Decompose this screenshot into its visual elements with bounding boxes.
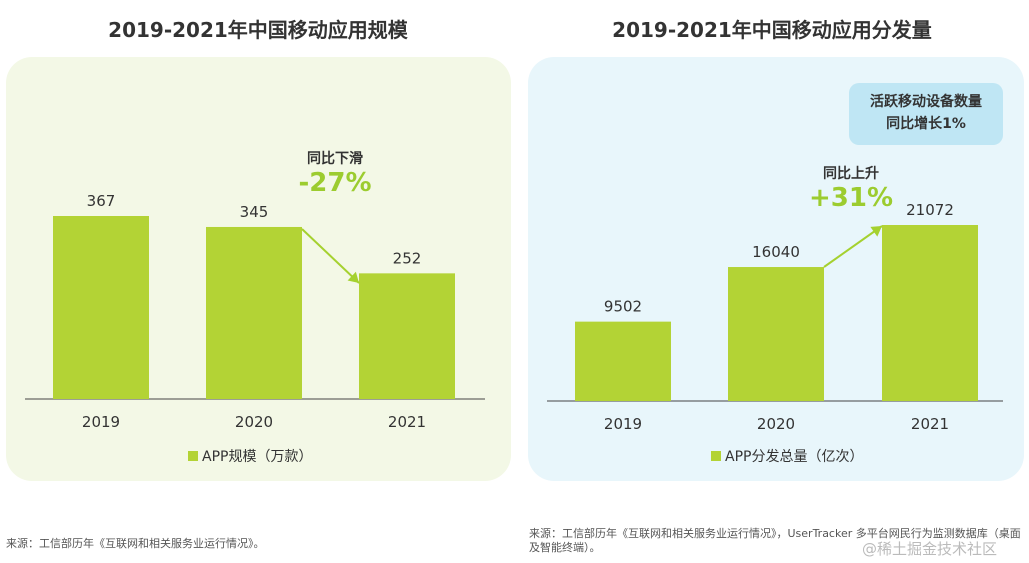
- left-tick-label-2021: 2021: [388, 413, 426, 431]
- left-tick-label-2020: 2020: [235, 413, 273, 431]
- left-trend-arrow: [301, 228, 360, 284]
- left-tick-label-2019: 2019: [82, 413, 120, 431]
- left-legend: APP规模（万款）: [188, 446, 312, 466]
- legend-swatch: [711, 451, 721, 461]
- right-source-note: 来源：工信部历年《互联网和相关服务业运行情况》，UserTracker 多平台网…: [529, 527, 1021, 554]
- left-value-label-2021: 252: [393, 249, 422, 267]
- right-bar-2019: [575, 321, 671, 401]
- right-yoy-callout: 同比上升 +31%: [806, 163, 896, 213]
- right-yoy-label: 同比上升: [823, 166, 879, 182]
- left-chart-title: 2019-2021年中国移动应用规模: [108, 18, 408, 42]
- right-legend-label: APP分发总量（亿次）: [725, 449, 864, 465]
- right-value-label-2021: 21072: [906, 201, 954, 219]
- right-bar-2021: [882, 225, 978, 401]
- left-source-note: 来源：工信部历年《互联网和相关服务业运行情况》。: [6, 537, 265, 550]
- right-trend-arrow: [823, 225, 883, 268]
- watermark: @稀土掘金技术社区: [862, 540, 998, 558]
- right-value-label-2019: 9502: [604, 298, 642, 316]
- left-trend-arrowhead: [347, 271, 359, 283]
- left-value-label-2020: 345: [240, 203, 269, 221]
- active-devices-badge: 活跃移动设备数量 同比增长1%: [849, 83, 1003, 145]
- badge-line-1: 活跃移动设备数量: [870, 94, 982, 110]
- badge-line-2: 同比增长1%: [886, 116, 966, 132]
- left-yoy-label: 同比下滑: [307, 151, 363, 167]
- right-yoy-percent: +31%: [808, 183, 894, 213]
- right-value-label-2020: 16040: [752, 243, 800, 261]
- right-bar-2020: [728, 267, 824, 401]
- left-bar-2019: [53, 216, 149, 399]
- left-value-label-2019: 367: [87, 192, 116, 210]
- right-tick-label-2020: 2020: [757, 415, 795, 433]
- left-bar-2021: [359, 273, 455, 399]
- left-yoy-percent: -27%: [298, 168, 372, 198]
- left-legend-label: APP规模（万款）: [202, 449, 313, 465]
- right-chart-title: 2019-2021年中国移动应用分发量: [612, 18, 932, 42]
- right-tick-label-2019: 2019: [604, 415, 642, 433]
- legend-swatch: [188, 451, 198, 461]
- right-trend-arrowhead: [870, 226, 882, 237]
- left-bar-2020: [206, 226, 302, 399]
- left-yoy-callout: 同比下滑 -27%: [290, 148, 380, 198]
- right-tick-label-2021: 2021: [911, 415, 949, 433]
- right-legend: APP分发总量（亿次）: [711, 446, 863, 466]
